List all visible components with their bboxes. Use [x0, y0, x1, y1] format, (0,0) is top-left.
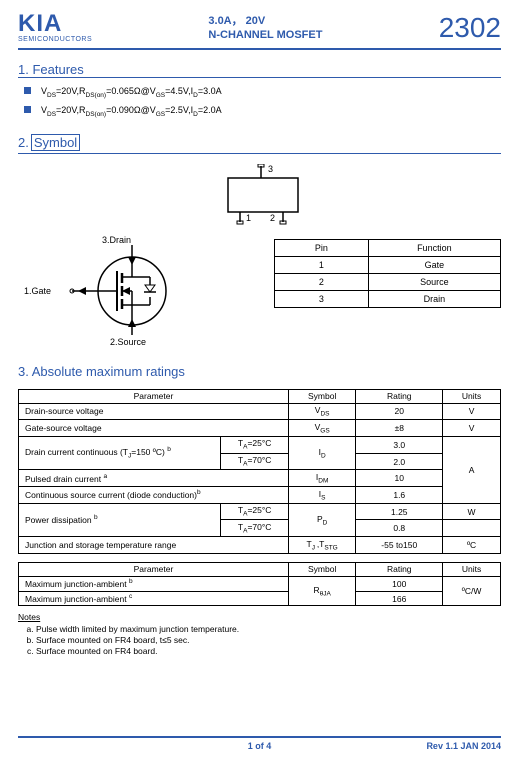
doc-title: 3.0A， 20V N-CHANNEL MOSFET	[208, 14, 322, 43]
notes: Notes Pulse width limited by maximum jun…	[18, 612, 501, 656]
pin-table: Pin Function 1Gate 2Source 3Drain	[274, 239, 501, 308]
package-diagram: 3 1 2	[208, 164, 501, 229]
features-list: VDS=20V,RDS(on)=0.065Ω@VGS=4.5V,ID=3.0A …	[24, 86, 501, 118]
feature-item: VDS=20V,RDS(on)=0.065Ω@VGS=4.5V,ID=3.0A	[24, 86, 501, 99]
feature-item: VDS=20V,RDS(on)=0.090Ω@VGS=2.5V,ID=2.0A	[24, 105, 501, 118]
table-row: 2Source	[275, 273, 501, 290]
title-line2: N-CHANNEL MOSFET	[208, 28, 322, 42]
note-item: Surface mounted on FR4 board, t≤5 sec.	[36, 635, 501, 645]
table-row: Junction and storage temperature range T…	[19, 537, 501, 554]
part-number: 2302	[439, 12, 501, 44]
thermal-table: Parameter Symbol Rating Units Maximum ju…	[18, 562, 501, 607]
table-row: 1Gate	[275, 256, 501, 273]
notes-title: Notes	[18, 612, 501, 622]
svg-text:3: 3	[268, 164, 273, 174]
note-item: Surface mounted on FR4 board.	[36, 646, 501, 656]
svg-text:2.Source: 2.Source	[110, 337, 146, 347]
table-row: Power dissipation b TA=25°C PD 1.25 W	[19, 503, 501, 520]
svg-text:1.Gate: 1.Gate	[24, 286, 51, 296]
table-row: Pulsed drain current a IDM 10	[19, 470, 501, 487]
section-features-title: 1. Features	[18, 62, 501, 78]
header: KIA SEMICONDUCTORS 3.0A， 20V N-CHANNEL M…	[18, 12, 501, 50]
table-row: Continuous source current (diode conduct…	[19, 487, 501, 504]
section-amr-title: 3. Absolute maximum ratings	[18, 364, 501, 379]
table-header-row: Pin Function	[275, 239, 501, 256]
brand-name: KIA	[18, 12, 92, 36]
svg-text:3.Drain: 3.Drain	[102, 235, 131, 245]
amr-table: Parameter Symbol Rating Units Drain-sour…	[18, 389, 501, 554]
note-item: Pulse width limited by maximum junction …	[36, 624, 501, 634]
section-symbol-title: 2. Symbol	[18, 134, 501, 154]
feature-text: VDS=20V,RDS(on)=0.065Ω@VGS=4.5V,ID=3.0A	[41, 86, 222, 99]
feature-text: VDS=20V,RDS(on)=0.090Ω@VGS=2.5V,ID=2.0A	[41, 105, 222, 118]
pin-header: Pin	[275, 239, 369, 256]
table-header-row: Parameter Symbol Rating Units	[19, 389, 501, 403]
table-row: Drain current continuous (TJ=150 ºC) b T…	[19, 436, 501, 453]
footer-rev: Rev 1.1 JAN 2014	[426, 741, 501, 751]
table-header-row: Parameter Symbol Rating Units	[19, 562, 501, 576]
svg-text:1: 1	[246, 213, 251, 223]
table-row: Maximum junction-ambient c 166	[19, 591, 501, 606]
table-row: 3Drain	[275, 290, 501, 307]
svg-text:2: 2	[270, 213, 275, 223]
brand: KIA SEMICONDUCTORS	[18, 12, 92, 43]
table-row: Gate-source voltage VGS ±8 V	[19, 420, 501, 437]
table-row: Drain-source voltage VDS 20 V	[19, 403, 501, 420]
func-header: Function	[368, 239, 500, 256]
footer: 1 of 4 Rev 1.1 JAN 2014	[18, 736, 501, 751]
title-line1: 3.0A， 20V	[208, 14, 322, 28]
mosfet-symbol: 3.Drain 2.Source 1.Gate	[22, 235, 222, 350]
brand-tagline: SEMICONDUCTORS	[18, 36, 92, 43]
footer-page: 1 of 4	[248, 741, 272, 751]
bullet-icon	[24, 106, 31, 113]
table-row: Maximum junction-ambient b RθJA 100 ºC/W	[19, 576, 501, 591]
bullet-icon	[24, 87, 31, 94]
